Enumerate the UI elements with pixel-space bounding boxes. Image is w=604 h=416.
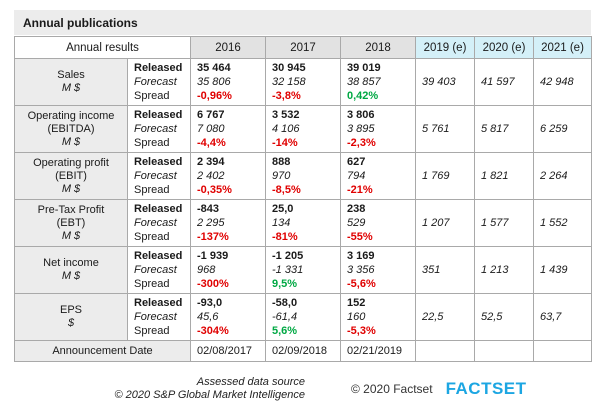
announcement-date-2020 [474,340,534,362]
row-label-cell: Net income M $ [14,246,128,294]
estimate-cell-2021: 42 948 [533,58,592,106]
row-label: Operating profit [33,156,109,169]
estimate-cell-2020: 41 597 [474,58,534,106]
estimate-header-2021: 2021 (e) [533,36,592,59]
value-cell-2017: 888 970 -8,5% [265,152,341,200]
table-row-net-income: Net income M $ Released Forecast Spread … [14,246,592,294]
row-label: Sales [57,69,85,81]
estimate-header-2019: 2019 (e) [415,36,475,59]
value-cell-2018: 238 529 -55% [340,199,416,247]
year-header-2018: 2018 [340,36,416,59]
estimate-cell-2019: 1 207 [415,199,475,247]
estimate-cell-2021: 6 259 [533,105,592,153]
estimate-cell-2019: 39 403 [415,58,475,106]
line-labels-cell: Released Forecast Spread [127,246,191,294]
estimate-cell-2019: 1 769 [415,152,475,200]
estimate-cell-2020: 1 213 [474,246,534,294]
estimate-cell-2021: 1 439 [533,246,592,294]
value-cell-2016: -843 2 295 -137% [190,199,266,247]
row-label-line2: (EBIT) [55,169,87,182]
row-label-cell: Pre-Tax Profit (EBT) M $ [14,199,128,247]
row-label: EPS [59,304,82,316]
value-cell-2017: 25,0 134 -81% [265,199,341,247]
table-header-row: Annual results 2016 2017 2018 2019 (e) 2… [14,36,592,59]
row-unit: M $ [61,229,81,242]
row-label: Pre-Tax Profit [37,203,105,216]
factset-logo: FACTSET [445,379,527,398]
line-labels-cell: Released Forecast Spread [127,105,191,153]
value-cell-2018: 3 169 3 356 -5,6% [340,246,416,294]
table-row-eps: EPS $ Released Forecast Spread -93,0 45,… [14,293,592,341]
value-cell-2018: 627 794 -21% [340,152,416,200]
assessed-source-line1: Assessed data source [196,376,305,388]
line-labels-cell: Released Forecast Spread [127,152,191,200]
estimate-cell-2021: 2 264 [533,152,592,200]
row-unit: M $ [61,82,81,94]
estimate-cell-2020: 5 817 [474,105,534,153]
announcement-date-2021 [533,340,592,362]
factset-copyright: © 2020 Factset [351,382,433,396]
footer: Assessed data source © 2020 S&P Global M… [14,376,591,402]
estimate-cell-2020: 1 821 [474,152,534,200]
table-row-ebit: Operating profit (EBIT) M $ Released For… [14,152,592,200]
value-cell-2016: 6 767 7 080 -4,4% [190,105,266,153]
value-cell-2016: 2 394 2 402 -0,35% [190,152,266,200]
estimate-cell-2019: 22,5 [415,293,475,341]
row-label: Operating income [27,109,115,122]
annual-results-table: Annual results 2016 2017 2018 2019 (e) 2… [14,36,592,362]
estimate-cell-2020: 1 577 [474,199,534,247]
line-labels-cell: Released Forecast Spread [127,293,191,341]
announcement-date-2019 [415,340,475,362]
row-unit: M $ [61,182,81,195]
announcement-date-2017: 02/09/2018 [265,340,341,362]
row-unit: M $ [61,135,81,148]
corner-header: Annual results [14,36,191,59]
row-unit: M $ [61,270,81,282]
estimate-header-2020: 2020 (e) [474,36,534,59]
estimate-cell-2019: 5 761 [415,105,475,153]
estimate-cell-2021: 63,7 [533,293,592,341]
value-cell-2018: 39 019 38 857 0,42% [340,58,416,106]
annual-publications-widget: Annual publications Annual results 2016 … [14,10,592,362]
assessed-source-line2: © 2020 S&P Global Market Intelligence [114,389,305,401]
value-cell-2018: 152 160 -5,3% [340,293,416,341]
row-unit: $ [67,317,75,329]
line-labels-cell: Released Forecast Spread [127,199,191,247]
value-cell-2016: 35 464 35 806 -0,96% [190,58,266,106]
announcement-date-2018: 02/21/2019 [340,340,416,362]
year-header-2016: 2016 [190,36,266,59]
value-cell-2018: 3 806 3 895 -2,3% [340,105,416,153]
year-header-2017: 2017 [265,36,341,59]
estimate-cell-2019: 351 [415,246,475,294]
row-label-cell: Sales M $ [14,58,128,106]
estimate-cell-2021: 1 552 [533,199,592,247]
line-labels-cell: Released Forecast Spread [127,58,191,106]
table-row-sales: Sales M $ Released Forecast Spread 35 46… [14,58,592,106]
row-label-cell: EPS $ [14,293,128,341]
announcement-date-row: Announcement Date 02/08/2017 02/09/2018 … [14,340,592,362]
estimate-cell-2020: 52,5 [474,293,534,341]
value-cell-2017: 30 945 32 158 -3,8% [265,58,341,106]
value-cell-2017: -58,0 -61,4 5,6% [265,293,341,341]
row-label-cell: Operating profit (EBIT) M $ [14,152,128,200]
value-cell-2017: -1 205 -1 331 9,5% [265,246,341,294]
value-cell-2017: 3 532 4 106 -14% [265,105,341,153]
table-row-ebitda: Operating income (EBITDA) M $ Released F… [14,105,592,153]
widget-title: Annual publications [14,10,591,35]
row-label-line2: (EBT) [56,216,86,229]
row-label: Net income [43,257,99,269]
value-cell-2016: -93,0 45,6 -304% [190,293,266,341]
assessed-source-note: Assessed data source © 2020 S&P Global M… [14,376,305,402]
row-label-cell: Operating income (EBITDA) M $ [14,105,128,153]
row-label-line2: (EBITDA) [47,122,95,135]
announcement-date-label: Announcement Date [14,340,191,362]
table-row-ebt: Pre-Tax Profit (EBT) M $ Released Foreca… [14,199,592,247]
announcement-date-2016: 02/08/2017 [190,340,266,362]
value-cell-2016: -1 939 968 -300% [190,246,266,294]
